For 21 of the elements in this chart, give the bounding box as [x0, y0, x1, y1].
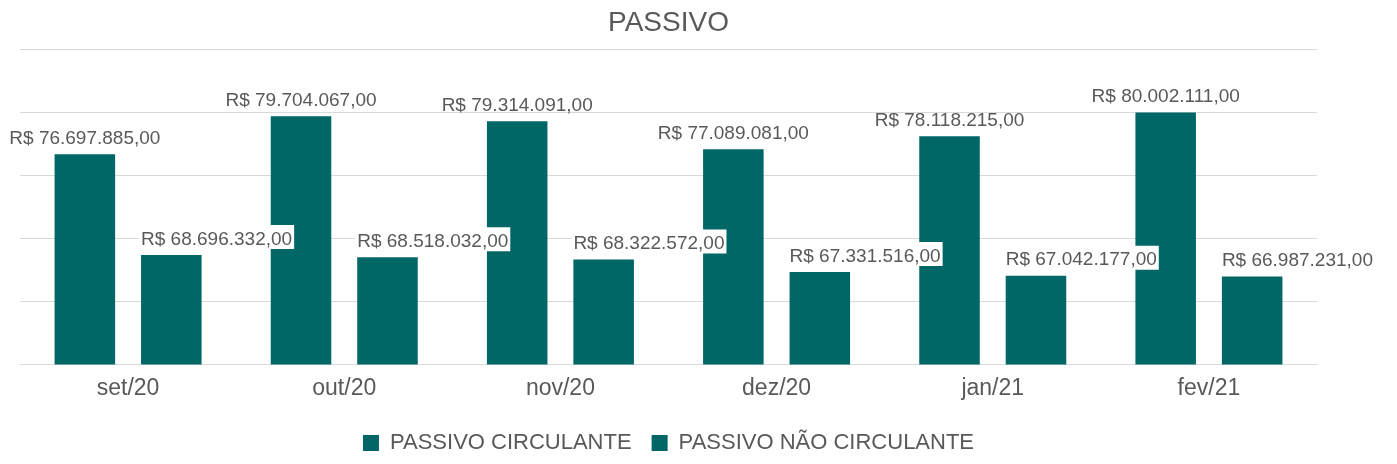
data-label: R$ 68.322.572,00: [573, 232, 725, 254]
x-tick-label: fev/21: [1177, 373, 1241, 400]
data-label: R$ 79.314.091,00: [441, 93, 593, 115]
data-label: R$ 67.042.177,00: [1005, 248, 1157, 270]
data-label: R$ 68.518.032,00: [357, 229, 509, 251]
data-label: R$ 79.704.067,00: [225, 89, 377, 111]
data-label: R$ 68.696.332,00: [141, 227, 293, 249]
legend-label: PASSIVO NÃO CIRCULANTE: [678, 429, 975, 455]
x-tick-label: dez/20: [742, 373, 812, 400]
data-label: R$ 67.331.516,00: [789, 244, 941, 266]
data-label: R$ 78.118.215,00: [874, 108, 1025, 130]
legend-label: PASSIVO CIRCULANTE: [389, 429, 632, 455]
chart-title: PASSIVO: [608, 5, 729, 37]
x-tick-label: nov/20: [525, 373, 595, 400]
x-tick-label: set/20: [96, 373, 160, 400]
data-label: R$ 77.089.081,00: [657, 121, 809, 143]
data-label: R$ 80.002.111,00: [1091, 85, 1240, 107]
x-tick-label: out/20: [312, 373, 377, 400]
data-label: R$ 76.697.885,00: [9, 126, 161, 148]
x-tick-label: jan/21: [960, 373, 1025, 400]
data-label: R$ 66.987.231,00: [1221, 249, 1373, 271]
